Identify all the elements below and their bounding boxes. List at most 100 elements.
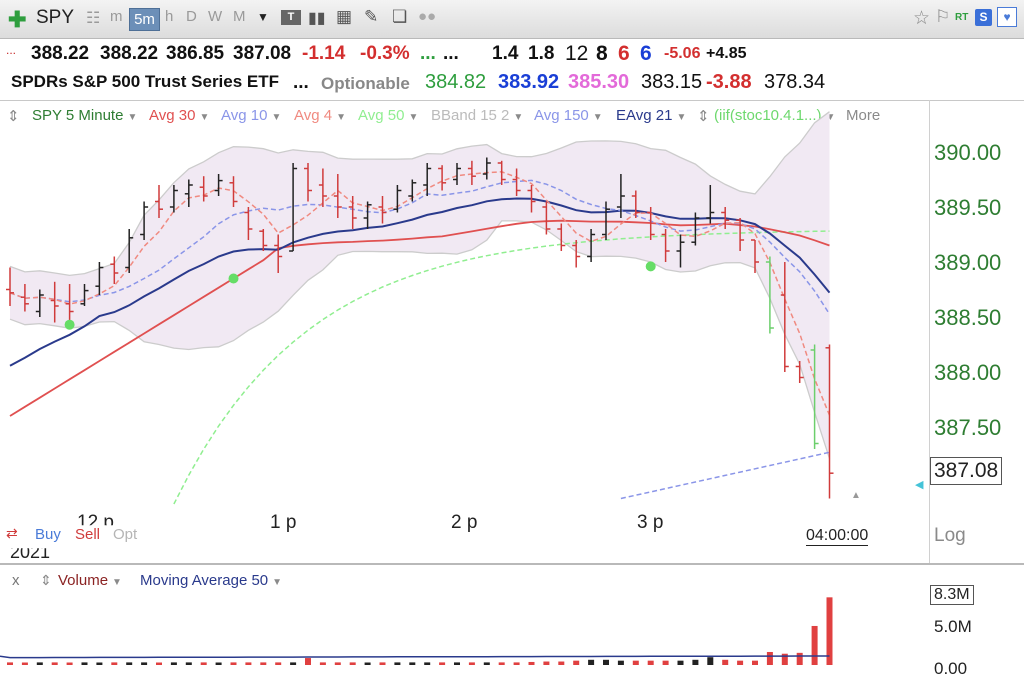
- volume-axis-mid: 5.0M: [934, 617, 972, 636]
- reorder-icon[interactable]: ⇕: [40, 572, 52, 588]
- volume-bar: [170, 662, 177, 665]
- bar-chart-icon[interactable]: ▮▮: [308, 10, 326, 27]
- interval-5min[interactable]: 5m: [129, 8, 160, 31]
- eavg21-line: [9, 197, 831, 367]
- volume-bar: [81, 662, 88, 665]
- volume-bar: [36, 662, 43, 665]
- symbol-label[interactable]: SPY: [36, 7, 75, 28]
- price-chart[interactable]: [0, 100, 930, 520]
- dropdown-caret-icon[interactable]: ▼: [257, 10, 269, 24]
- price-tick: 387.50: [934, 415, 1002, 440]
- optionable-label: Optionable: [321, 74, 410, 93]
- volume-bar: [588, 659, 595, 665]
- close-panel-icon[interactable]: x: [12, 572, 20, 589]
- volume-bar: [126, 662, 133, 665]
- volume-bar: [826, 597, 833, 665]
- volume-bar: [439, 662, 446, 665]
- volume-ma-title[interactable]: Moving Average 50 ▼: [140, 572, 282, 589]
- volume-bar: [379, 662, 386, 665]
- heart-icon[interactable]: ♥: [997, 7, 1017, 27]
- legend-reorder-icon-2[interactable]: ⇕: [697, 108, 710, 125]
- price-bar: [691, 212, 700, 246]
- rt-icon[interactable]: RT: [955, 12, 969, 23]
- volume-bar: [156, 662, 162, 665]
- legend-avg150[interactable]: Avg 150 ▼: [534, 107, 603, 124]
- bband-lower-line: [9, 220, 831, 459]
- volume-bar: [424, 662, 431, 665]
- legend-avg50[interactable]: Avg 50 ▼: [358, 107, 418, 124]
- log-toggle[interactable]: Log: [934, 525, 966, 546]
- volume-bar: [811, 625, 818, 665]
- legend-avg150-label: Avg 150: [534, 107, 589, 124]
- trade-arrows-icon[interactable]: ⇄: [6, 525, 18, 541]
- price-bar: [587, 229, 596, 262]
- quote-p6: 378.34: [764, 71, 826, 93]
- volume-bar: [454, 662, 460, 665]
- legend-bband[interactable]: BBand 15 2 ▼: [431, 107, 523, 124]
- note-icon[interactable]: ❏: [392, 7, 408, 26]
- price-bar: [438, 165, 447, 191]
- star-icon[interactable]: ☆: [913, 8, 931, 29]
- volume-bar: [290, 662, 297, 665]
- scroll-right-icon[interactable]: ◀: [915, 479, 924, 491]
- caret-icon: ▼: [199, 112, 210, 123]
- price-bar: [318, 168, 327, 207]
- interval-week[interactable]: W: [208, 8, 223, 25]
- price-bar: [229, 176, 238, 207]
- caret-icon: ▼: [272, 577, 283, 588]
- legend-series[interactable]: SPY 5 Minute ▼: [32, 107, 137, 124]
- volume-axis-top: 8.3M: [930, 585, 974, 605]
- legend-eavg21[interactable]: EAvg 21 ▼: [616, 107, 686, 124]
- buy-button[interactable]: Buy: [35, 526, 61, 543]
- volume-bar: [245, 662, 252, 665]
- legend-avg10-label: Avg 10: [221, 107, 268, 124]
- chart-type-icon[interactable]: T: [281, 10, 301, 25]
- avg4-line: [9, 171, 831, 416]
- table-icon[interactable]: ▦: [336, 7, 353, 26]
- volume-bar: [230, 662, 237, 665]
- price-bar: [304, 163, 312, 202]
- price-bar: [572, 240, 581, 268]
- legend-iif[interactable]: (iif(stoc10.4.1...) ▼: [714, 107, 835, 124]
- price-bar: [497, 160, 506, 185]
- legend-avg4[interactable]: Avg 4 ▼: [294, 107, 346, 124]
- add-symbol-icon[interactable]: ✚: [8, 7, 27, 32]
- price-bar: [721, 207, 730, 229]
- scroll-up-icon[interactable]: ▲: [851, 490, 861, 501]
- price-bar: [184, 179, 193, 207]
- volume-bar: [409, 662, 416, 665]
- list-icon[interactable]: ☷: [86, 10, 101, 27]
- flag-icon[interactable]: ⚐: [935, 7, 951, 26]
- interval-day[interactable]: D: [186, 8, 197, 25]
- volume-chart[interactable]: [0, 565, 930, 683]
- link-icon[interactable]: ●●: [418, 8, 437, 25]
- legend-avg30[interactable]: Avg 30 ▼: [149, 107, 209, 124]
- volume-bar: [498, 662, 505, 665]
- volume-bar: [766, 651, 773, 665]
- toolbar: ✚ SPY ☷ m 5m h D W M ▼ T ▮▮ ▦ ✎ ❏ ●● ☆ ⚐…: [0, 0, 1024, 39]
- volume-title[interactable]: Volume ▼: [58, 572, 122, 589]
- volume-bar: [647, 660, 654, 665]
- interval-month[interactable]: M: [233, 8, 246, 25]
- interval-hour[interactable]: h: [165, 8, 174, 25]
- legend-avg10[interactable]: Avg 10 ▼: [221, 107, 281, 124]
- volume-bar: [483, 662, 490, 665]
- signal-dot: [64, 319, 75, 330]
- price-tick: 389.00: [934, 250, 1002, 275]
- quote-open: 388.22: [31, 43, 90, 64]
- quote-p5: -3.88: [706, 71, 752, 93]
- s-icon[interactable]: S: [975, 9, 992, 26]
- volume-bar: [752, 660, 758, 665]
- legend-reorder-icon[interactable]: ⇕: [7, 108, 20, 125]
- year-label: 2021: [10, 542, 51, 562]
- price-bars: [6, 157, 834, 499]
- legend-avg4-label: Avg 4: [294, 107, 333, 124]
- pencil-icon[interactable]: ✎: [364, 7, 379, 26]
- legend-more[interactable]: More: [846, 107, 881, 124]
- price-bar: [825, 344, 834, 499]
- opt-button[interactable]: Opt: [113, 526, 138, 543]
- price-bar: [35, 289, 44, 317]
- price-axis-separator: [929, 100, 930, 563]
- interval-minute[interactable]: m: [110, 8, 123, 25]
- sell-button[interactable]: Sell: [75, 526, 101, 543]
